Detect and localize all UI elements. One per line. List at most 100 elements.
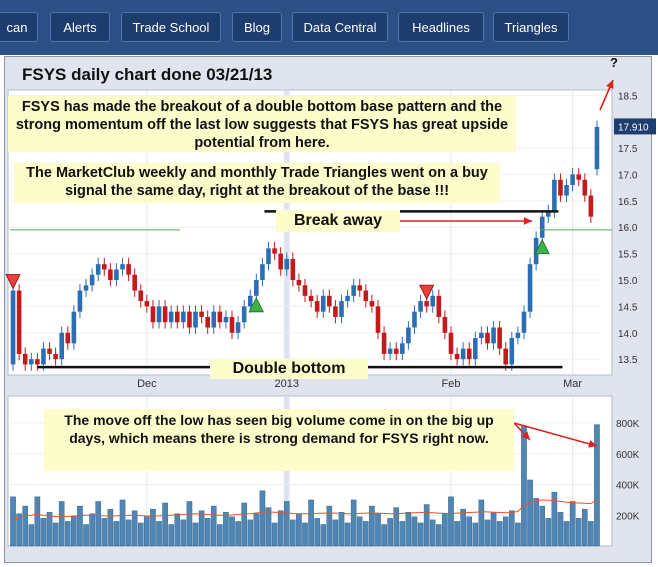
nav-item-triangles[interactable]: Triangles <box>493 12 569 42</box>
volume-bar <box>77 505 83 547</box>
candle <box>156 306 162 323</box>
candle <box>120 264 125 270</box>
volume-bar <box>290 519 296 547</box>
candle <box>570 174 575 185</box>
candle <box>308 295 314 302</box>
candle <box>491 327 496 344</box>
candle <box>205 316 210 328</box>
volume-arrow-right <box>513 422 598 447</box>
volume-bar <box>247 519 254 547</box>
y-tick-label: 17.5 <box>618 144 638 155</box>
y-tick-label: 17.0 <box>618 170 638 181</box>
candle <box>199 311 204 317</box>
volume-bar <box>521 425 527 547</box>
volume-bar <box>581 508 588 547</box>
nav-item-trade-school[interactable]: Trade School <box>121 12 221 42</box>
y-tick-label: 15.0 <box>618 276 638 287</box>
candle <box>254 280 259 296</box>
nav-item-scan[interactable]: can <box>0 12 38 42</box>
candle <box>10 290 16 365</box>
candle <box>533 237 539 265</box>
y-tick-label: 13.5 <box>618 355 638 366</box>
volume-bar <box>210 505 217 547</box>
candle <box>327 295 332 307</box>
candle <box>162 306 168 323</box>
volume-bar <box>369 505 375 547</box>
volume-bar <box>223 511 229 547</box>
candle <box>168 311 174 323</box>
break-away-arrow-head <box>523 217 532 225</box>
candle <box>558 179 563 196</box>
volume-bar <box>411 516 418 547</box>
volume-bar <box>338 511 345 547</box>
volume-bar <box>569 501 576 547</box>
buy-triangle-icon <box>248 296 264 313</box>
volume-bar <box>271 522 278 547</box>
volume-bar <box>387 518 393 547</box>
y-tick-label: 18.5 <box>618 91 638 102</box>
volume-bar <box>16 513 22 547</box>
candle <box>144 301 150 307</box>
candle <box>497 327 502 349</box>
volume-bar <box>156 521 162 547</box>
candle <box>302 285 308 296</box>
volume-bar <box>283 501 290 547</box>
volume-bar <box>551 492 558 547</box>
volume-bar <box>119 499 126 547</box>
candle <box>229 316 235 333</box>
candle <box>381 332 387 354</box>
candle <box>576 174 582 180</box>
volume-bar <box>515 522 521 547</box>
candle <box>351 285 356 296</box>
nav-item-headlines[interactable]: Headlines <box>398 12 484 42</box>
y-tick-label: 14.0 <box>618 329 638 340</box>
volume-bar <box>241 502 247 547</box>
volume-bar <box>95 501 101 547</box>
candle <box>95 264 101 275</box>
candle <box>509 338 515 365</box>
x-tick-label: Feb <box>441 378 460 390</box>
candle <box>485 332 490 344</box>
candle <box>181 311 186 323</box>
nav-item-blog[interactable]: Blog <box>232 12 282 42</box>
volume-bar <box>217 524 223 547</box>
candle <box>223 316 229 323</box>
candle <box>430 295 436 307</box>
candle <box>521 311 527 333</box>
candle <box>320 295 326 312</box>
candle <box>406 327 411 344</box>
volume-bar <box>527 479 533 547</box>
x-tick-label: 2013 <box>275 378 299 390</box>
candle <box>193 311 198 328</box>
volume-arrow-left-head <box>521 431 531 440</box>
candle <box>479 332 484 339</box>
candle <box>424 301 429 307</box>
volume-bar <box>417 522 424 547</box>
volume-bar <box>308 499 314 547</box>
volume-bar <box>436 524 442 547</box>
volume-bar <box>393 507 400 547</box>
candle <box>539 216 545 238</box>
candle <box>53 353 58 360</box>
candle <box>211 311 217 328</box>
volume-bar <box>40 518 47 547</box>
volume-bar <box>448 496 454 547</box>
nav-item-data-central[interactable]: Data Central <box>292 12 388 42</box>
candle <box>114 269 119 280</box>
volume-bar <box>429 519 436 547</box>
volume-bar <box>588 521 594 547</box>
volume-bar <box>174 513 181 547</box>
volume-bar <box>235 521 241 547</box>
y-tick-label: 16.0 <box>618 223 638 234</box>
volume-bar <box>296 513 302 547</box>
note-trade-triangles: The MarketClub weekly and monthly Trade … <box>14 163 500 203</box>
nav-item-alerts[interactable]: Alerts <box>50 12 110 42</box>
candle <box>272 248 277 254</box>
candle <box>588 195 594 217</box>
candle <box>460 348 466 360</box>
volume-y-tick-label: 200K <box>616 511 640 522</box>
volume-bar <box>460 508 466 547</box>
volume-bar <box>113 521 120 547</box>
candle <box>515 332 521 339</box>
candle <box>357 285 363 291</box>
